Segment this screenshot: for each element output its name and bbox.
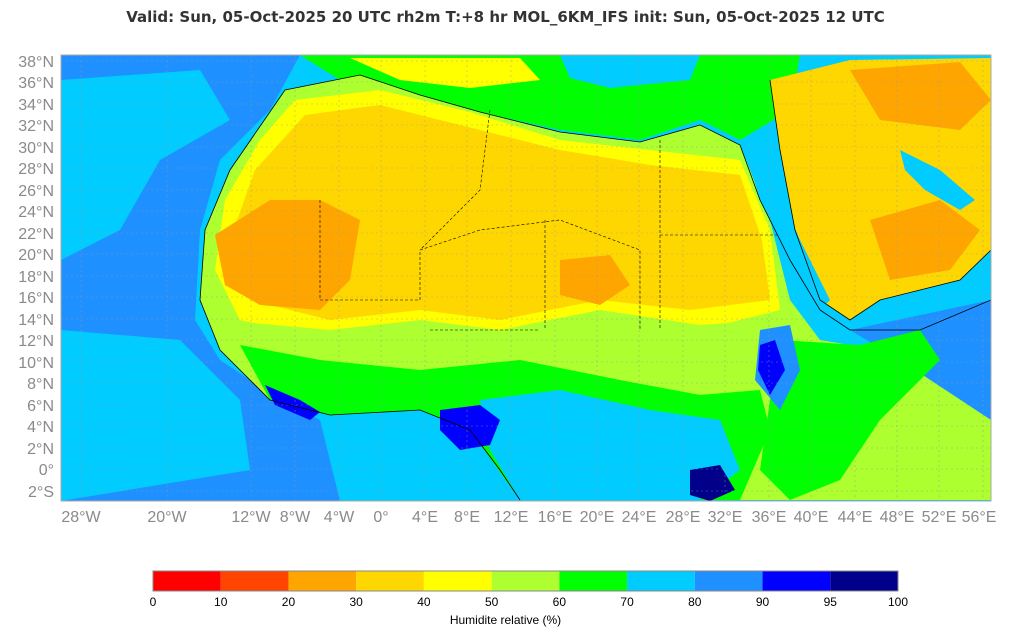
lon-label: 40°E bbox=[794, 509, 829, 526]
latitude-axis: 38°N 36°N 34°N 32°N 30°N 28°N 26°N 24°N … bbox=[18, 54, 54, 501]
east-africa-green bbox=[760, 330, 940, 500]
lon-label: 20°E bbox=[580, 509, 615, 526]
legend-tick-label: 80 bbox=[688, 595, 702, 609]
lat-label: 18°N bbox=[18, 269, 54, 286]
lon-label: 12°E bbox=[494, 509, 529, 526]
map-title: Valid: Sun, 05-Oct-2025 20 UTC rh2m T:+8… bbox=[126, 8, 885, 26]
lat-label: 2°S bbox=[28, 484, 54, 501]
persian-gulf bbox=[900, 150, 975, 210]
lon-label: 36°E bbox=[752, 509, 787, 526]
west-sahara-hot-core bbox=[215, 200, 360, 310]
lon-label: 24°E bbox=[622, 509, 657, 526]
lon-label: 44°E bbox=[838, 509, 873, 526]
lat-label: 2°N bbox=[27, 441, 54, 458]
liberia-coast-humid bbox=[265, 385, 320, 420]
legend-tick-label: 60 bbox=[553, 595, 567, 609]
atlantic-moist-tongue bbox=[61, 70, 230, 260]
europe-yellow bbox=[350, 58, 540, 88]
legend-tick-label: 30 bbox=[350, 595, 364, 609]
lat-label: 0° bbox=[39, 462, 54, 479]
lon-label: 28°W bbox=[61, 509, 101, 526]
legend-tick-label: 10 bbox=[214, 595, 228, 609]
lat-label: 10°N bbox=[18, 355, 54, 372]
congo-humid bbox=[480, 390, 740, 500]
legend-swatch bbox=[288, 571, 357, 591]
legend-tick-label: 90 bbox=[756, 595, 770, 609]
lon-label: 32°E bbox=[708, 509, 743, 526]
lat-label: 30°N bbox=[18, 140, 54, 157]
lat-label: 28°N bbox=[18, 161, 54, 178]
lon-label: 12°W bbox=[231, 509, 271, 526]
arabia-north-core bbox=[850, 62, 991, 130]
arabia-hot-core bbox=[870, 200, 980, 280]
lat-label: 4°N bbox=[27, 419, 54, 436]
legend-swatch bbox=[356, 571, 424, 591]
graticule bbox=[61, 55, 991, 501]
lat-label: 12°N bbox=[18, 333, 54, 350]
legend-ticks: 0 10 20 30 40 50 60 70 80 90 95 100 bbox=[150, 595, 909, 609]
lon-label: 8°W bbox=[280, 509, 311, 526]
legend-swatch bbox=[491, 571, 560, 591]
lat-label: 38°N bbox=[18, 54, 54, 71]
ethiopia-very-humid bbox=[758, 340, 785, 395]
lat-label: 36°N bbox=[18, 75, 54, 92]
lon-label: 28°E bbox=[666, 509, 701, 526]
legend-swatch bbox=[559, 571, 628, 591]
legend-swatch bbox=[694, 571, 763, 591]
lake-victoria-saturated bbox=[690, 465, 735, 501]
coastline-arabia bbox=[769, 79, 991, 321]
lat-label: 22°N bbox=[18, 226, 54, 243]
legend-tick-label: 100 bbox=[888, 595, 908, 609]
lat-label: 8°N bbox=[27, 376, 54, 393]
legend-tick-label: 70 bbox=[620, 595, 634, 609]
lat-label: 34°N bbox=[18, 97, 54, 114]
legend-tick-label: 50 bbox=[485, 595, 499, 609]
lat-label: 24°N bbox=[18, 204, 54, 221]
longitude-axis: 28°W 20°W 12°W 8°W 4°W 0° 4°E 8°E 12°E 1… bbox=[61, 509, 996, 526]
legend-swatch bbox=[153, 571, 221, 591]
lat-label: 16°N bbox=[18, 290, 54, 307]
med-sea-blue bbox=[560, 55, 700, 88]
legend-swatch bbox=[423, 571, 492, 591]
lat-label: 20°N bbox=[18, 247, 54, 264]
lat-label: 26°N bbox=[18, 183, 54, 200]
chad-hot-core bbox=[560, 255, 630, 305]
coastline-west-africa bbox=[199, 89, 521, 501]
sahara-dry-core bbox=[230, 105, 770, 320]
atlantic-moist-south bbox=[61, 330, 250, 501]
legend-title: Humidite relative (%) bbox=[449, 613, 562, 627]
lon-label: 4°E bbox=[412, 509, 438, 526]
legend-frame bbox=[152, 570, 899, 592]
lon-label: 16°E bbox=[538, 509, 573, 526]
lon-label: 48°E bbox=[880, 509, 915, 526]
lat-label: 32°N bbox=[18, 118, 54, 135]
map-field bbox=[61, 55, 991, 501]
legend-swatch bbox=[220, 571, 289, 591]
country-borders bbox=[319, 109, 780, 331]
lon-label: 0° bbox=[373, 509, 388, 526]
coastline bbox=[284, 74, 991, 331]
gulf-of-guinea-very-humid bbox=[440, 405, 500, 450]
legend-swatch bbox=[627, 571, 695, 591]
lon-label: 4°W bbox=[324, 509, 355, 526]
legend-swatch bbox=[762, 571, 831, 591]
lon-label: 8°E bbox=[454, 509, 480, 526]
map-frame bbox=[60, 54, 992, 502]
legend-tick-label: 95 bbox=[824, 595, 838, 609]
legend-tick-label: 0 bbox=[150, 595, 157, 609]
lat-label: 14°N bbox=[18, 312, 54, 329]
legend-tick-label: 20 bbox=[282, 595, 296, 609]
lon-label: 20°W bbox=[147, 509, 187, 526]
lon-label: 52°E bbox=[922, 509, 957, 526]
lon-label: 56°E bbox=[962, 509, 997, 526]
legend-swatch bbox=[830, 571, 898, 591]
legend-colorbar bbox=[152, 570, 899, 592]
legend-tick-label: 40 bbox=[417, 595, 431, 609]
lat-label: 6°N bbox=[27, 398, 54, 415]
